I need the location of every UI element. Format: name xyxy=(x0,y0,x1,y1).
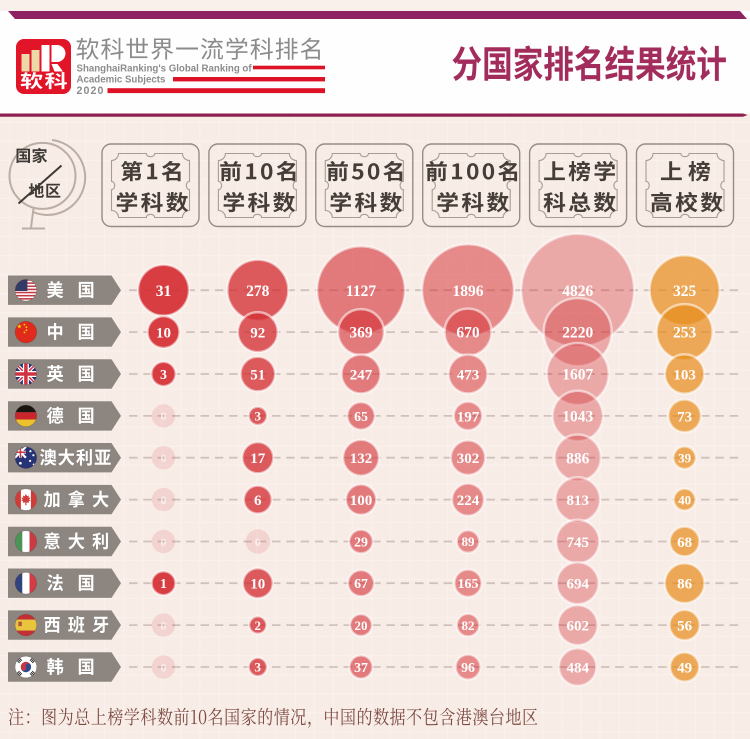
svg-text:73: 73 xyxy=(677,409,692,425)
svg-text:369: 369 xyxy=(349,325,373,342)
svg-text:165: 165 xyxy=(458,576,479,591)
svg-text:ShanghaiRanking's Global Ranki: ShanghaiRanking's Global Ranking of xyxy=(77,63,253,74)
svg-text:602: 602 xyxy=(566,619,589,635)
svg-text:0: 0 xyxy=(161,618,167,632)
svg-text:0: 0 xyxy=(161,493,167,507)
svg-text:6: 6 xyxy=(254,493,262,509)
svg-text:0: 0 xyxy=(161,660,167,674)
svg-text:67: 67 xyxy=(354,576,368,591)
svg-text:103: 103 xyxy=(673,367,696,383)
svg-text:2020: 2020 xyxy=(77,85,105,97)
svg-text:37: 37 xyxy=(354,660,368,675)
svg-text:247: 247 xyxy=(350,367,373,383)
svg-text:3: 3 xyxy=(255,409,262,424)
svg-text:1127: 1127 xyxy=(346,283,376,300)
svg-text:82: 82 xyxy=(462,618,475,633)
svg-text:51: 51 xyxy=(250,367,265,383)
svg-text:29: 29 xyxy=(354,534,368,549)
svg-text:473: 473 xyxy=(457,367,480,383)
svg-text:745: 745 xyxy=(566,535,589,551)
svg-text:39: 39 xyxy=(678,450,692,465)
svg-text:278: 278 xyxy=(246,283,270,300)
svg-text:224: 224 xyxy=(457,493,480,509)
svg-text:10: 10 xyxy=(156,326,171,342)
svg-text:253: 253 xyxy=(673,325,697,342)
svg-text:56: 56 xyxy=(677,619,693,635)
svg-text:0: 0 xyxy=(161,451,167,465)
svg-text:2: 2 xyxy=(255,618,262,633)
svg-text:10: 10 xyxy=(250,577,265,593)
svg-text:813: 813 xyxy=(566,493,589,509)
svg-text:670: 670 xyxy=(456,325,480,342)
svg-text:89: 89 xyxy=(462,534,476,549)
svg-text:0: 0 xyxy=(161,409,167,423)
svg-text:4826: 4826 xyxy=(562,283,593,300)
svg-text:65: 65 xyxy=(354,409,368,424)
svg-text:Academic Subjects: Academic Subjects xyxy=(77,75,166,86)
svg-text:132: 132 xyxy=(350,451,373,467)
svg-text:694: 694 xyxy=(566,577,589,593)
svg-text:17: 17 xyxy=(250,451,266,467)
svg-text:49: 49 xyxy=(677,660,692,676)
svg-text:40: 40 xyxy=(678,492,691,507)
svg-text:92: 92 xyxy=(250,326,265,342)
svg-text:1043: 1043 xyxy=(562,408,593,425)
svg-text:302: 302 xyxy=(457,451,480,467)
svg-text:20: 20 xyxy=(355,618,368,633)
svg-text:1: 1 xyxy=(160,576,167,591)
svg-text:0: 0 xyxy=(161,535,167,549)
svg-text:484: 484 xyxy=(566,660,589,676)
svg-text:100: 100 xyxy=(350,493,373,509)
svg-text:886: 886 xyxy=(566,450,590,467)
svg-text:3: 3 xyxy=(160,367,167,382)
svg-text:197: 197 xyxy=(457,409,480,425)
svg-text:31: 31 xyxy=(156,283,172,300)
svg-text:1896: 1896 xyxy=(453,283,484,300)
svg-text:3: 3 xyxy=(255,660,262,675)
svg-text:0: 0 xyxy=(255,535,261,549)
svg-text:68: 68 xyxy=(677,535,692,551)
svg-text:1607: 1607 xyxy=(562,367,593,384)
svg-text:2220: 2220 xyxy=(562,325,593,342)
svg-text:325: 325 xyxy=(673,283,697,300)
svg-text:96: 96 xyxy=(461,660,475,675)
svg-text:86: 86 xyxy=(677,577,693,593)
